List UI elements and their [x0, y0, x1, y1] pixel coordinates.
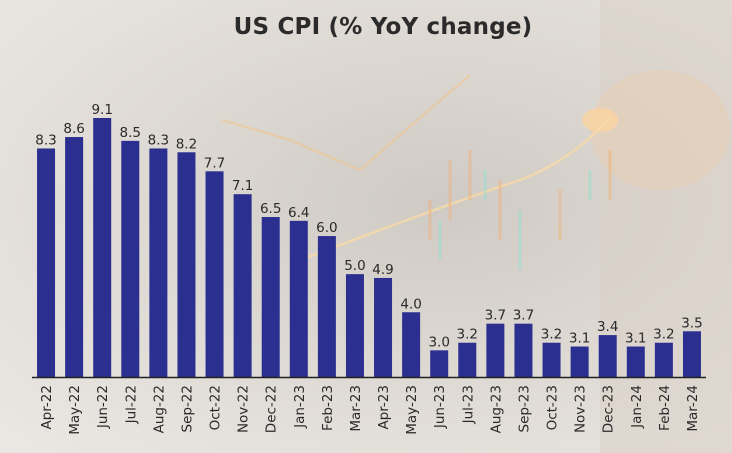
data-label-Oct-22: 7.7: [204, 155, 225, 171]
x-tick-May-23: May-23: [404, 385, 420, 435]
data-label-Apr-22: 8.3: [35, 132, 56, 148]
bar-Apr-22: [37, 148, 56, 377]
x-tick-Nov-23: Nov-23: [573, 385, 589, 433]
data-label-Sep-22: 8.2: [176, 136, 197, 152]
data-label-Nov-23: 3.1: [569, 331, 590, 347]
data-label-Oct-23: 3.2: [541, 327, 562, 343]
bar-Nov-22: [233, 194, 252, 377]
data-label-Mar-23: 5.0: [344, 258, 365, 274]
bar-Sep-23: [514, 323, 533, 377]
data-label-Nov-22: 7.1: [232, 178, 253, 194]
bar-Feb-24: [654, 342, 673, 377]
x-tick-Apr-23: Apr-23: [376, 385, 392, 430]
x-tick-Jun-23: Jun-23: [432, 385, 448, 429]
bar-Aug-23: [486, 323, 505, 377]
data-label-Jul-22: 8.5: [120, 125, 141, 141]
chart-title: US CPI (% YoY change): [233, 14, 533, 40]
data-label-Aug-23: 3.7: [485, 308, 506, 324]
x-tick-Sep-23: Sep-23: [516, 385, 532, 433]
bar-Jan-23: [289, 220, 308, 377]
data-label-Dec-22: 6.5: [260, 201, 281, 217]
bar-Aug-22: [149, 148, 168, 377]
bar-Nov-23: [570, 346, 589, 377]
x-tick-Aug-23: Aug-23: [488, 385, 504, 433]
x-tick-Jun-22: Jun-22: [95, 385, 111, 429]
x-tick-Jan-23: Jan-23: [292, 385, 308, 429]
bar-Mar-23: [345, 274, 364, 377]
x-tick-Sep-22: Sep-22: [179, 385, 195, 433]
bar-Oct-23: [542, 342, 561, 377]
bar-Jan-24: [626, 346, 645, 377]
bar-Mar-24: [682, 331, 701, 377]
data-label-Jul-23: 3.2: [457, 327, 478, 343]
bar-May-23: [402, 312, 421, 377]
x-tick-Feb-23: Feb-23: [320, 385, 336, 431]
x-tick-Jul-23: Jul-23: [460, 385, 476, 424]
bar-Jul-23: [458, 342, 477, 377]
bar-Jul-22: [121, 140, 140, 377]
data-label-Jun-23: 3.0: [428, 334, 449, 350]
data-label-Feb-24: 3.2: [653, 327, 674, 343]
data-label-Jun-22: 9.1: [91, 102, 112, 118]
x-tick-Nov-22: Nov-22: [236, 385, 252, 433]
x-tick-Jan-24: Jan-24: [629, 385, 645, 429]
data-label-Feb-23: 6.0: [316, 220, 337, 236]
x-tick-Apr-22: Apr-22: [39, 385, 55, 430]
data-label-May-23: 4.0: [400, 296, 421, 312]
bar-Jun-22: [93, 118, 112, 377]
data-label-Apr-23: 4.9: [372, 262, 393, 278]
data-label-Jan-24: 3.1: [625, 331, 646, 347]
x-tick-Dec-23: Dec-23: [601, 385, 617, 433]
x-tick-Jul-22: Jul-22: [123, 385, 139, 424]
x-tick-Oct-22: Oct-22: [208, 385, 224, 430]
bar-Feb-23: [317, 236, 336, 377]
bar-Sep-22: [177, 152, 196, 377]
data-label-Aug-22: 8.3: [148, 132, 169, 148]
x-tick-Feb-24: Feb-24: [657, 385, 673, 431]
x-tick-Mar-23: Mar-23: [348, 385, 364, 432]
data-label-May-22: 8.6: [63, 121, 84, 137]
bar-May-22: [65, 137, 84, 377]
x-tick-Aug-22: Aug-22: [151, 385, 167, 433]
bar-Jun-23: [430, 350, 449, 377]
x-tick-Dec-22: Dec-22: [264, 385, 280, 433]
bar-Dec-22: [261, 217, 280, 377]
data-label-Mar-24: 3.5: [681, 315, 702, 331]
data-label-Dec-23: 3.4: [597, 319, 618, 335]
bar-Dec-23: [598, 335, 617, 377]
bar-Oct-22: [205, 171, 224, 377]
data-label-Sep-23: 3.7: [513, 308, 534, 324]
x-tick-Mar-24: Mar-24: [685, 385, 701, 432]
x-tick-May-22: May-22: [67, 385, 83, 435]
data-label-Jan-23: 6.4: [288, 205, 309, 221]
bar-Apr-23: [374, 277, 393, 377]
x-tick-Oct-23: Oct-23: [545, 385, 561, 430]
